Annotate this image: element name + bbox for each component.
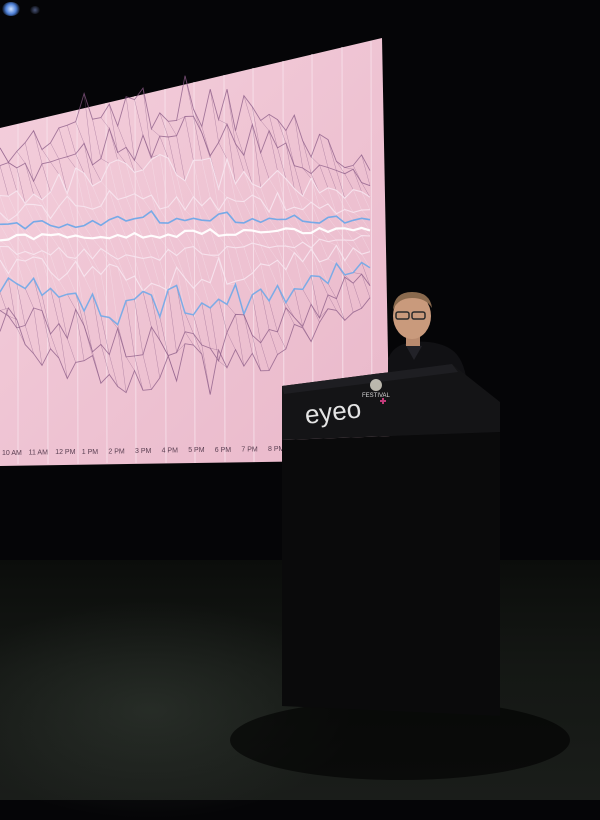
podium-body: [282, 432, 500, 716]
podium-shadow: [230, 700, 570, 780]
podium: FESTIVAL eyeo: [0, 0, 600, 800]
logo-mark-icon: [370, 379, 382, 391]
logo-festival-text: FESTIVAL: [362, 393, 391, 399]
